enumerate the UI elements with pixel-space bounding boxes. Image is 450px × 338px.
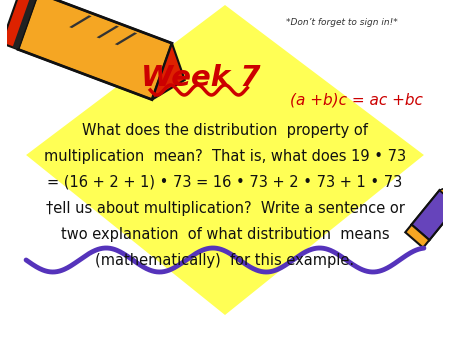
- Polygon shape: [411, 190, 450, 240]
- Polygon shape: [2, 0, 38, 49]
- Polygon shape: [411, 190, 450, 240]
- Text: = (16 + 2 + 1) • 73 = 16 • 73 + 2 • 73 + 1 • 73: = (16 + 2 + 1) • 73 = 16 • 73 + 2 • 73 +…: [47, 174, 403, 190]
- Polygon shape: [26, 5, 424, 315]
- Text: †ell us about multiplication?  Write a sentence or: †ell us about multiplication? Write a se…: [45, 200, 405, 216]
- Polygon shape: [69, 15, 92, 28]
- Polygon shape: [18, 0, 172, 100]
- Text: Week 7: Week 7: [141, 64, 261, 92]
- Text: (mathematically)  for this example.: (mathematically) for this example.: [95, 252, 355, 267]
- Text: What does the distribution  property of: What does the distribution property of: [82, 122, 368, 138]
- Text: *Don’t forget to sign in!*: *Don’t forget to sign in!*: [286, 18, 397, 27]
- Polygon shape: [115, 32, 137, 45]
- Polygon shape: [440, 183, 450, 206]
- Polygon shape: [440, 183, 450, 206]
- Polygon shape: [13, 0, 38, 49]
- Polygon shape: [152, 43, 185, 100]
- Polygon shape: [405, 225, 429, 248]
- Text: (a +b)c = ac +bc: (a +b)c = ac +bc: [289, 93, 423, 107]
- Text: two explanation  of what distribution  means: two explanation of what distribution mea…: [61, 226, 389, 241]
- Text: multiplication  mean?  That is, what does 19 • 73: multiplication mean? That is, what does …: [44, 148, 406, 164]
- Polygon shape: [97, 26, 119, 38]
